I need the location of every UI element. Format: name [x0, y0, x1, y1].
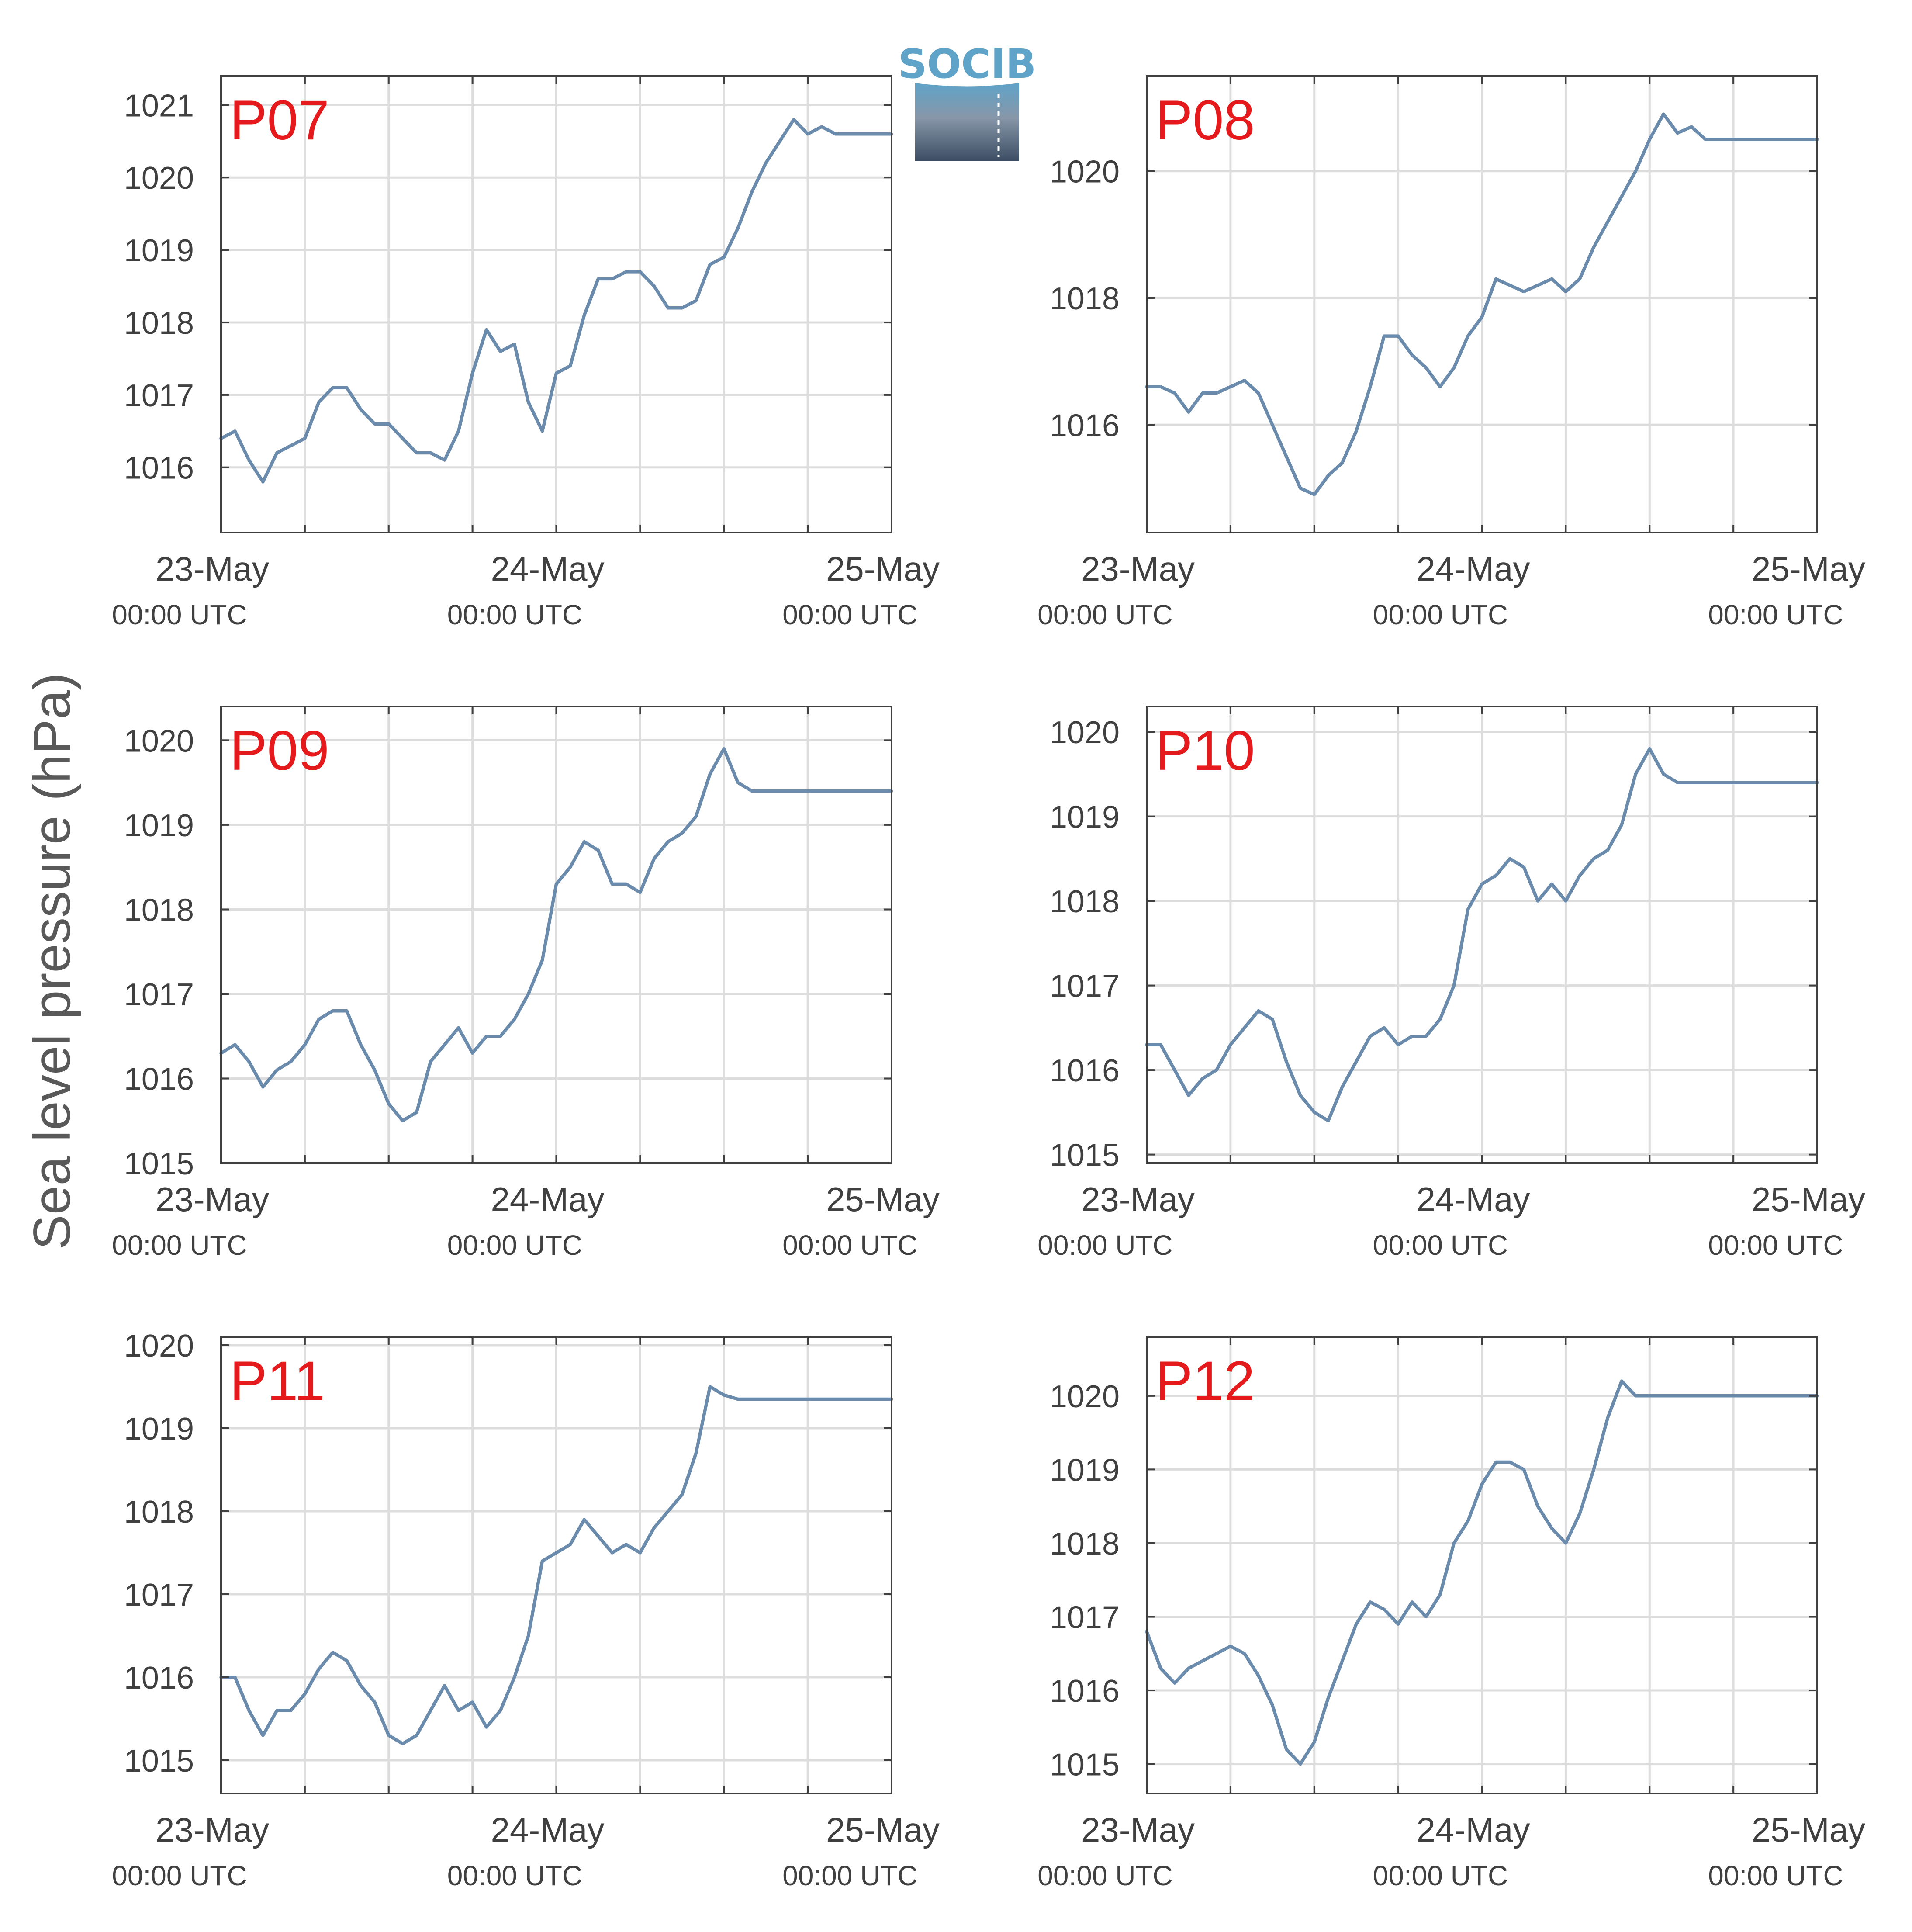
series-line: [219, 1385, 893, 1745]
x-tick-label-time: 00:00 UTC: [1708, 1860, 1843, 1891]
panel-p09: 1015 1016 1017 1018 1019 1020 23-May 00:00 UTC 2…: [112, 706, 940, 1261]
x-tick-label-date: 24-May: [1416, 1180, 1530, 1219]
x-tick-label-time: 00:00 UTC: [112, 1860, 247, 1891]
x-tick-label-time: 00:00 UTC: [782, 599, 917, 630]
y-tick-label: 1015: [1050, 1138, 1120, 1173]
y-tick-label: 1019: [1050, 1453, 1120, 1488]
x-tick-label-time: 00:00 UTC: [447, 1229, 582, 1261]
y-tick-label: 1018: [1050, 1527, 1120, 1562]
panel-p08: 1016 1018 1020 23-May 00:00 UTC 24-May 00:00 U…: [1037, 75, 1865, 630]
x-tick-label-date: 24-May: [1416, 550, 1530, 588]
panel-p07: 1016 1017 1018 1019 1020 1021 23-May 00:00 UTC 2…: [112, 75, 940, 630]
panel-label: P10: [1155, 720, 1255, 782]
x-tick-label-date: 24-May: [491, 1811, 604, 1849]
panels: 1016 1017 1018 1019 1020 1021 23-May 00:00 UTC 2…: [112, 75, 1865, 1891]
panel-label: P12: [1155, 1350, 1255, 1413]
x-tick-label-date: 25-May: [826, 550, 940, 588]
x-tick-label-date: 25-May: [826, 1811, 940, 1849]
x-tick-label-time: 00:00 UTC: [1708, 599, 1843, 630]
series-line: [219, 747, 893, 1122]
x-tick-label-time: 00:00 UTC: [1037, 1229, 1172, 1261]
panel-label: P08: [1155, 89, 1255, 152]
x-tick-label-date: 23-May: [156, 1811, 269, 1849]
y-tick-label: 1020: [124, 161, 194, 196]
x-tick-label-date: 24-May: [491, 550, 604, 588]
x-tick-label-date: 23-May: [1081, 1180, 1195, 1219]
x-tick-label-time: 00:00 UTC: [782, 1229, 917, 1261]
y-tick-label: 1017: [1050, 1600, 1120, 1635]
logo-text: SOCIB: [898, 41, 1036, 87]
y-tick-label: 1020: [124, 1329, 194, 1364]
x-tick-label-time: 00:00 UTC: [112, 1229, 247, 1261]
x-tick-label-time: 00:00 UTC: [782, 1860, 917, 1891]
x-tick-label-date: 25-May: [826, 1180, 940, 1219]
x-tick-label-time: 00:00 UTC: [1373, 1860, 1508, 1891]
y-tick-label: 1016: [124, 1661, 194, 1696]
y-tick-label: 1015: [124, 1744, 194, 1779]
x-tick-label-time: 00:00 UTC: [1373, 1229, 1508, 1261]
y-tick-label: 1020: [1050, 715, 1120, 750]
x-tick-label-date: 23-May: [156, 550, 269, 588]
y-axis-label: Sea level pressure (hPa): [23, 673, 81, 1250]
panel-p12: 1015 1016 1017 1018 1019 1020 23-May 00:00 UTC 2…: [1037, 1336, 1865, 1891]
y-tick-label: 1020: [124, 724, 194, 758]
x-tick-label-time: 00:00 UTC: [1037, 1860, 1172, 1891]
y-tick-label: 1017: [124, 378, 194, 413]
y-tick-label: 1016: [1050, 1053, 1120, 1088]
x-tick-label-date: 23-May: [1081, 1811, 1195, 1849]
y-tick-label: 1016: [1050, 1674, 1120, 1709]
y-tick-label: 1017: [124, 1578, 194, 1613]
panel-p11: 1015 1016 1017 1018 1019 1020 23-May 00:00 UTC 2…: [112, 1329, 940, 1891]
y-tick-label: 1015: [124, 1146, 194, 1181]
x-tick-label-date: 25-May: [1752, 1180, 1865, 1219]
y-tick-label: 1018: [124, 306, 194, 341]
panel-label: P11: [230, 1350, 325, 1413]
y-tick-label: 1020: [1050, 1379, 1120, 1414]
y-tick-label: 1016: [124, 1062, 194, 1097]
y-tick-label: 1015: [1050, 1748, 1120, 1783]
y-tick-label: 1018: [124, 893, 194, 928]
series-line: [1145, 1379, 1819, 1766]
y-tick-label: 1019: [1050, 800, 1120, 835]
series-line: [1145, 747, 1819, 1122]
socib-logo: SOCIB: [898, 41, 1036, 161]
x-tick-label-time: 00:00 UTC: [1708, 1229, 1843, 1261]
y-tick-label: 1016: [124, 451, 194, 486]
x-tick-label-time: 00:00 UTC: [1373, 599, 1508, 630]
x-tick-label-time: 00:00 UTC: [1037, 599, 1172, 630]
y-tick-label: 1019: [124, 233, 194, 268]
y-tick-label: 1019: [124, 1412, 194, 1447]
x-tick-label-time: 00:00 UTC: [447, 1860, 582, 1891]
x-tick-label-date: 24-May: [1416, 1811, 1530, 1849]
x-tick-label-time: 00:00 UTC: [447, 599, 582, 630]
y-tick-label: 1018: [124, 1495, 194, 1530]
series-line: [1145, 112, 1819, 496]
panel-p10: 1015 1016 1017 1018 1019 1020 23-May 00:00 UTC 2…: [1037, 706, 1865, 1261]
logo-wave-shape: [915, 83, 1019, 161]
panel-label: P09: [230, 720, 329, 782]
y-tick-label: 1021: [124, 88, 194, 123]
x-tick-label-date: 23-May: [156, 1180, 269, 1219]
x-tick-label-date: 25-May: [1752, 1811, 1865, 1849]
x-tick-label-date: 25-May: [1752, 550, 1865, 588]
y-tick-label: 1018: [1050, 884, 1120, 919]
panel-label: P07: [230, 89, 329, 152]
y-tick-label: 1017: [124, 977, 194, 1012]
y-tick-label: 1019: [124, 808, 194, 843]
y-tick-label: 1018: [1050, 281, 1120, 316]
y-tick-label: 1020: [1050, 155, 1120, 190]
series-line: [219, 118, 893, 484]
x-tick-label-date: 23-May: [1081, 550, 1195, 588]
x-tick-label-time: 00:00 UTC: [112, 599, 247, 630]
y-tick-label: 1016: [1050, 408, 1120, 443]
y-tick-label: 1017: [1050, 969, 1120, 1004]
x-tick-label-date: 24-May: [491, 1180, 604, 1219]
